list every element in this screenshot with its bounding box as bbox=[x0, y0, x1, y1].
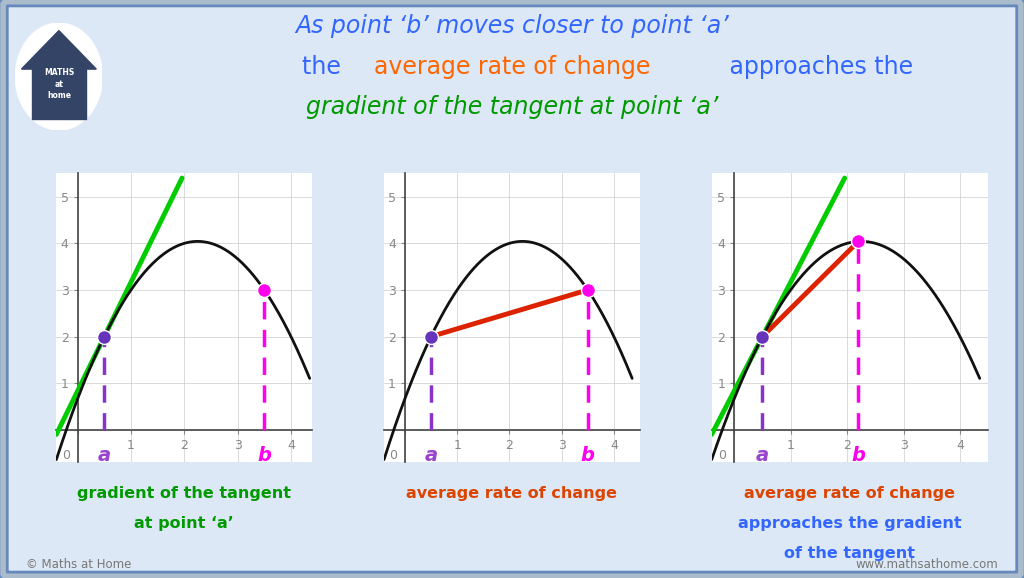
Ellipse shape bbox=[15, 23, 102, 130]
Text: 0: 0 bbox=[718, 449, 726, 462]
Text: gradient of the tangent at point ‘a’: gradient of the tangent at point ‘a’ bbox=[306, 95, 718, 120]
Polygon shape bbox=[32, 69, 86, 120]
Text: www.mathsathome.com: www.mathsathome.com bbox=[856, 558, 998, 571]
Text: average rate of change: average rate of change bbox=[744, 486, 955, 501]
Text: a: a bbox=[425, 446, 437, 465]
Text: © Maths at Home: © Maths at Home bbox=[26, 558, 131, 571]
Text: b: b bbox=[257, 446, 271, 465]
Text: a: a bbox=[97, 446, 111, 465]
Text: average rate of change: average rate of change bbox=[374, 55, 650, 79]
Text: MATHS
at
home: MATHS at home bbox=[44, 68, 74, 99]
Text: of the tangent: of the tangent bbox=[784, 546, 915, 561]
Text: 0: 0 bbox=[61, 449, 70, 462]
Polygon shape bbox=[22, 31, 96, 69]
Text: the ​average rate of change​ approaches the: the ​average rate of change​ approaches … bbox=[255, 55, 769, 79]
Text: gradient of the tangent: gradient of the tangent bbox=[78, 486, 291, 501]
Text: average rate of change: average rate of change bbox=[407, 486, 617, 501]
Text: at point ‘a’: at point ‘a’ bbox=[134, 516, 234, 531]
Text: a: a bbox=[756, 446, 769, 465]
Text: b: b bbox=[851, 446, 865, 465]
Text: As point ‘b’ moves closer to point ‘a’: As point ‘b’ moves closer to point ‘a’ bbox=[295, 14, 729, 39]
Text: b: b bbox=[581, 446, 595, 465]
Text: 0: 0 bbox=[389, 449, 397, 462]
Text: the: the bbox=[302, 55, 348, 79]
Text: approaches the: approaches the bbox=[722, 55, 913, 79]
Text: approaches the gradient: approaches the gradient bbox=[738, 516, 962, 531]
